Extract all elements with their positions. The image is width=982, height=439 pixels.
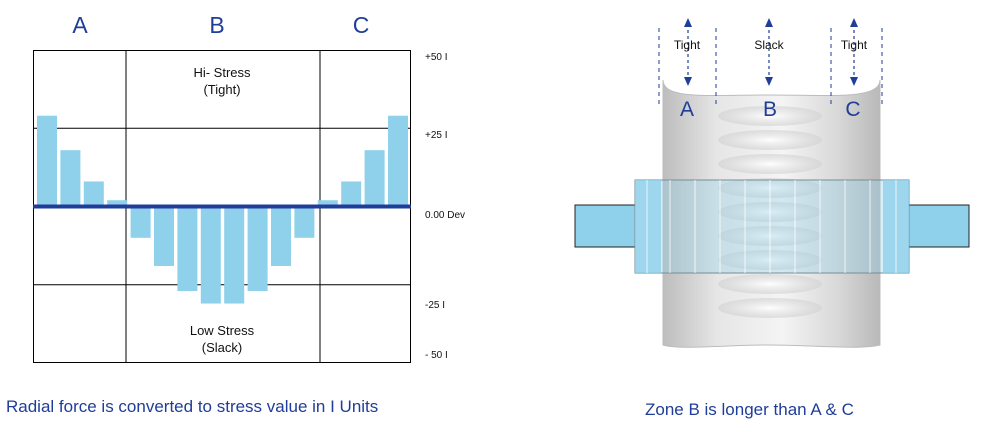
left-side-block bbox=[574, 204, 636, 248]
stress-bar bbox=[247, 206, 268, 292]
zone-c-heading: C bbox=[352, 12, 370, 38]
stress-bar bbox=[60, 150, 81, 207]
low-stress-label: Low Stress (Slack) bbox=[122, 322, 322, 356]
band-stripes bbox=[646, 180, 897, 273]
low-stress-line-1: Low Stress bbox=[189, 323, 255, 338]
stress-bar bbox=[317, 200, 338, 207]
stress-bar bbox=[177, 206, 198, 292]
high-stress-label: Hi- Stress (Tight) bbox=[122, 64, 322, 98]
stress-chart: Hi- Stress (Tight) Low Stress (Slack) bbox=[33, 50, 411, 363]
stress-bar bbox=[341, 181, 362, 207]
roll-diagram: Tight Slack Tight A B C bbox=[560, 0, 982, 439]
tick-minus-50: - 50 I bbox=[425, 350, 448, 361]
tension-arrows bbox=[687, 24, 855, 80]
stress-bar bbox=[364, 150, 385, 207]
right-caption: Zone B is longer than A & C bbox=[645, 400, 854, 419]
roll-zone-c: C bbox=[845, 98, 861, 121]
tick-zero: 0.00 Dev bbox=[425, 210, 466, 221]
stress-bar bbox=[130, 206, 151, 238]
stress-bar bbox=[154, 206, 174, 266]
high-stress-line-1: Hi- Stress bbox=[193, 65, 251, 80]
measurement-band bbox=[634, 179, 910, 274]
zone-b-heading: B bbox=[209, 12, 225, 38]
low-stress-line-2: (Slack) bbox=[201, 340, 243, 355]
left-caption: Radial force is converted to stress valu… bbox=[6, 397, 379, 416]
stress-bar bbox=[83, 181, 104, 207]
bars bbox=[37, 115, 408, 304]
stress-bar bbox=[107, 200, 128, 207]
roll-zone-a: A bbox=[679, 98, 694, 121]
roll-diagram-svg bbox=[574, 18, 970, 348]
tick-minus-25: -25 I bbox=[425, 300, 446, 311]
stress-bar bbox=[388, 115, 408, 207]
roll-zone-b: B bbox=[762, 98, 777, 121]
tight-label-a: Tight bbox=[673, 38, 701, 52]
tick-plus-50: +50 I bbox=[425, 52, 448, 63]
slack-label-b: Slack bbox=[754, 38, 784, 52]
stress-chart-svg bbox=[33, 50, 411, 363]
band-edge-left bbox=[635, 180, 661, 273]
arrow-heads bbox=[684, 18, 858, 86]
stress-bar bbox=[271, 206, 291, 266]
stress-bar bbox=[37, 115, 57, 207]
zone-b-ellipses bbox=[718, 106, 822, 318]
tight-label-c: Tight bbox=[840, 38, 868, 52]
tick-plus-25: +25 I bbox=[425, 130, 448, 141]
stress-bar bbox=[294, 206, 315, 238]
zone-a-heading: A bbox=[72, 12, 88, 38]
stress-bar bbox=[224, 206, 245, 304]
high-stress-line-2: (Tight) bbox=[203, 82, 241, 97]
stress-bar bbox=[200, 206, 221, 304]
right-side-block bbox=[908, 204, 970, 248]
